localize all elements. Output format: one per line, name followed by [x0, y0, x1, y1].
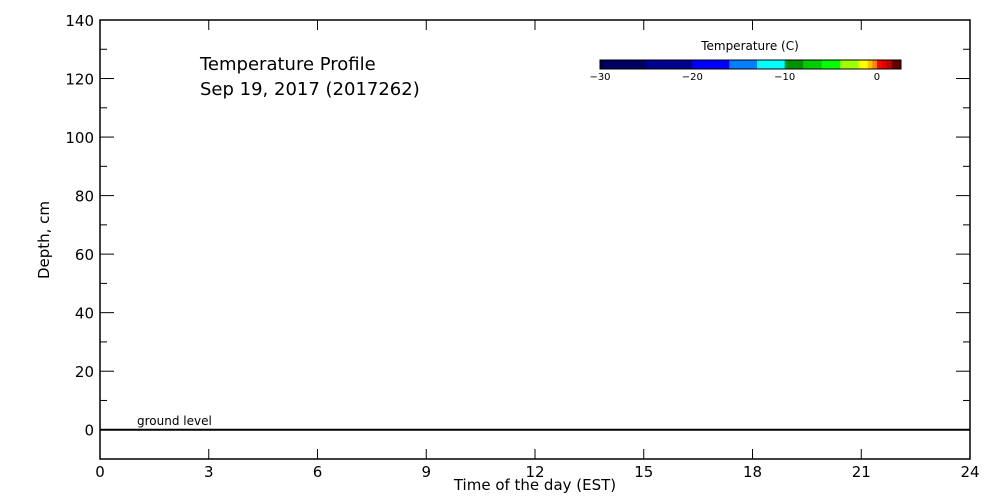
x-tick-label: 6: [313, 463, 323, 481]
x-tick-label: 18: [743, 463, 762, 481]
colorbar-tick-label: −10: [774, 72, 795, 83]
colorbar-band: [881, 60, 887, 69]
colorbar-band: [821, 60, 841, 69]
x-tick-label: 24: [960, 463, 979, 481]
y-tick-label: 140: [65, 12, 94, 30]
colorbar-band: [729, 60, 758, 69]
colorbar-tick-label: 0: [874, 72, 880, 83]
colorbar-band: [876, 60, 883, 69]
ground-level-label: ground level: [137, 414, 212, 428]
y-tick-label: 20: [75, 363, 94, 381]
y-tick-label: 60: [75, 246, 94, 264]
y-tick-label: 0: [84, 422, 94, 440]
y-tick-label: 40: [75, 305, 94, 323]
colorbar-band: [858, 60, 869, 69]
x-tick-label: 12: [525, 463, 544, 481]
colorbar-band: [692, 60, 730, 69]
y-tick-label: 80: [75, 188, 94, 206]
x-tick-label: 15: [634, 463, 653, 481]
x-tick-label: 0: [95, 463, 105, 481]
x-tick-label: 9: [421, 463, 431, 481]
colorbar-band: [803, 60, 823, 69]
colorbar-tick-label: −20: [682, 72, 703, 83]
colorbar-band: [600, 60, 647, 69]
chart-subtitle: Sep 19, 2017 (2017262): [200, 79, 420, 100]
colorbar-band: [891, 60, 902, 69]
colorbar-band: [756, 60, 786, 69]
colorbar-band: [872, 60, 878, 69]
x-tick-label: 21: [852, 463, 871, 481]
colorbar-band: [886, 60, 893, 69]
colorbar-tick-label: −30: [589, 72, 610, 83]
y-tick-label: 120: [65, 71, 94, 89]
y-tick-label: 100: [65, 129, 94, 147]
chart-title: Temperature Profile: [199, 54, 376, 75]
colorbar-band: [867, 60, 873, 69]
colorbar-band: [646, 60, 693, 69]
colorbar-band: [840, 60, 860, 69]
colorbar-frame: [599, 59, 902, 70]
colorbar-title: Temperature (C): [700, 39, 799, 53]
y-axis-label: Depth, cm: [35, 201, 53, 279]
colorbar-band: [784, 60, 804, 69]
x-tick-label: 3: [204, 463, 214, 481]
x-axis-label: Time of the day (EST): [453, 476, 616, 494]
